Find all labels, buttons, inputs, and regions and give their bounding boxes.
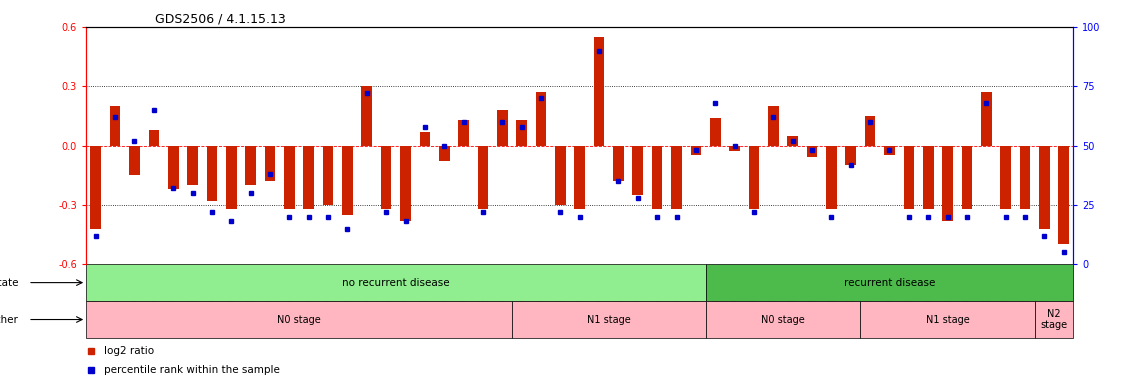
Bar [497,110,507,146]
Bar [91,146,101,228]
Text: percentile rank within the sample: percentile rank within the sample [103,365,280,375]
Bar [807,146,817,157]
Text: recurrent disease: recurrent disease [844,278,936,288]
Bar [788,136,798,146]
Text: disease state: disease state [0,278,18,288]
Bar [401,146,411,221]
Text: N0 stage: N0 stage [277,314,321,324]
Bar [691,146,701,156]
Bar [342,146,352,215]
Bar [86,264,706,301]
Bar [962,146,972,209]
Bar [168,146,179,189]
Bar [110,106,121,146]
Bar [207,146,217,201]
Bar [864,116,876,146]
Bar [439,146,450,161]
Bar [1019,146,1030,209]
Bar [923,146,933,209]
Bar [148,130,160,146]
Text: no recurrent disease: no recurrent disease [342,278,450,288]
Bar [556,146,566,205]
Bar [362,86,372,146]
Bar [980,92,992,146]
Text: log2 ratio: log2 ratio [103,346,154,356]
Bar [419,132,430,146]
Text: N2
stage: N2 stage [1040,309,1068,330]
Bar [827,146,837,209]
Bar [706,264,1073,301]
Bar [478,146,488,209]
Bar [613,146,623,181]
Bar [187,146,197,185]
Bar [903,146,914,209]
Bar [1039,146,1049,228]
Bar [633,146,643,195]
Bar [706,301,861,338]
Bar [1000,146,1011,209]
Bar [652,146,662,209]
Bar [130,146,140,175]
Bar [246,146,256,185]
Text: N1 stage: N1 stage [587,314,630,324]
Bar [284,146,295,209]
Bar [303,146,315,209]
Bar [536,92,546,146]
Bar [943,146,953,221]
Bar [265,146,276,181]
Text: GDS2506 / 4.1.15.13: GDS2506 / 4.1.15.13 [155,13,286,26]
Bar [845,146,856,165]
Bar [672,146,682,209]
Bar [709,118,721,146]
Bar [748,146,759,209]
Bar [458,120,468,146]
Bar [226,146,236,209]
Text: N0 stage: N0 stage [761,314,805,324]
Bar [381,146,391,209]
Bar [768,106,778,146]
Bar [574,146,585,209]
Bar [729,146,740,151]
Bar [86,301,512,338]
Bar [323,146,333,205]
Bar [1034,301,1073,338]
Bar [517,120,527,146]
Bar [1058,146,1069,244]
Bar [861,301,1034,338]
Text: other: other [0,314,18,324]
Text: N1 stage: N1 stage [925,314,969,324]
Bar [594,37,604,146]
Bar [884,146,894,156]
Bar [512,301,706,338]
